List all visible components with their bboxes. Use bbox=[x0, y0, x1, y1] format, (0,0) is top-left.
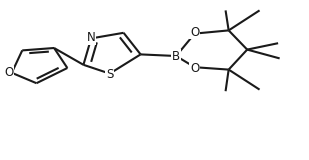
Text: O: O bbox=[190, 62, 199, 75]
Text: O: O bbox=[190, 25, 199, 39]
Text: O: O bbox=[4, 66, 13, 79]
Text: N: N bbox=[87, 31, 95, 44]
Text: S: S bbox=[106, 68, 113, 81]
Text: B: B bbox=[172, 49, 180, 63]
